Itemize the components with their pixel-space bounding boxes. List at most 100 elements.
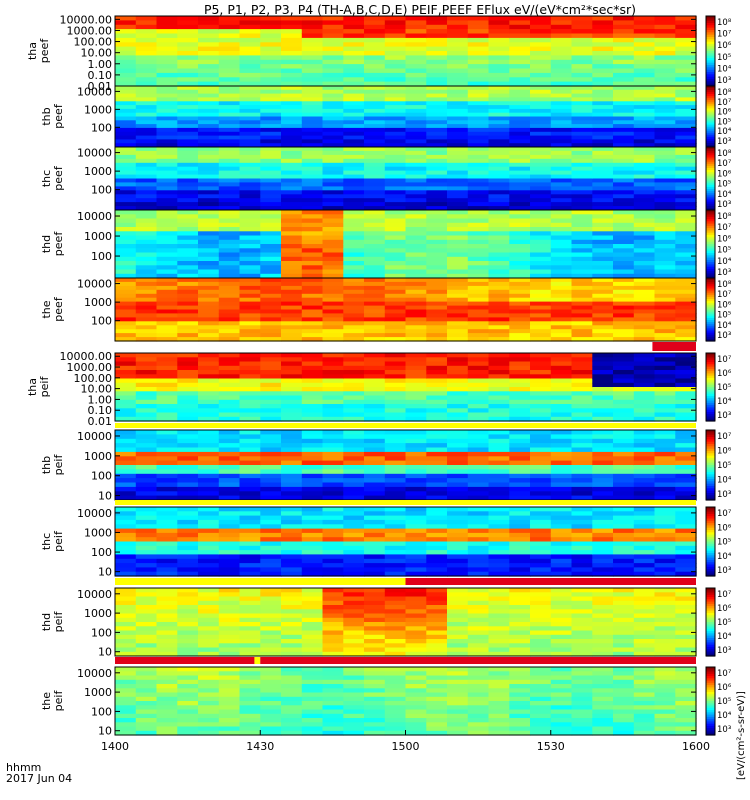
heatmap-cell [592,222,614,228]
heatmap-cell [405,730,427,736]
heatmap-cell [467,395,490,401]
heatmap-cell [218,613,241,619]
heatmap-cell [281,473,303,479]
heatmap-cell [467,218,490,224]
heatmap-cell [675,210,697,215]
heatmap-cell [571,460,593,466]
heatmap-cell [364,469,386,475]
heatmap-cell [592,256,614,262]
heatmap-cell [281,408,303,414]
heatmap-cell [633,709,656,715]
heatmap-cell [613,541,635,547]
heatmap-cell [405,382,427,388]
heatmap-cell [426,325,448,330]
heatmap-cell [675,404,697,409]
heatmap-cell [613,511,635,517]
heatmap-cell [198,289,220,295]
heatmap-cell [426,399,448,405]
colorbar-tick-label: 10⁷ [717,223,732,233]
heatmap-cell [675,222,697,228]
heatmap-cell [343,329,365,334]
heatmap-cell [156,416,178,422]
heatmap-cell [447,596,469,602]
colorbar-swatch [706,559,715,563]
heatmap-cell [654,139,676,144]
heatmap-cell [177,391,199,397]
heatmap-cell [488,116,510,121]
heatmap-cell [530,269,552,275]
heatmap-cell [530,285,552,291]
heatmap-cell [135,116,158,121]
heatmap-cell [198,29,220,35]
heatmap-cell [447,491,469,497]
heatmap-cell [550,186,573,191]
heatmap-cell [239,29,261,35]
heatmap-cell [198,166,220,172]
heatmap-cell [156,72,178,78]
heatmap-cell [592,281,614,287]
heatmap-cell [530,143,552,148]
y-tick-label: 0.10 [88,404,113,417]
heatmap-cell [218,305,241,311]
heatmap-cell [260,77,282,83]
heatmap-cell [198,563,220,568]
heatmap-cell [343,511,365,517]
heatmap-cell [530,554,552,560]
colorbar-tick-label: 10⁶ [717,300,732,310]
heatmap-cell [571,231,593,237]
heatmap-cell [156,120,178,125]
heatmap-cell [156,321,178,326]
heatmap-cell [260,239,282,245]
heatmap-cell [405,293,427,299]
heatmap-cell [156,210,178,215]
heatmap-cell [364,684,386,689]
colorbar-swatch [706,317,715,321]
heatmap-cell [260,370,282,375]
colorbar-swatch [706,603,715,607]
heatmap-cell [384,285,407,291]
heatmap-cell [488,150,510,156]
colorbar-swatch [706,523,715,526]
heatmap-cell [343,124,365,129]
heatmap-cell [301,571,324,577]
heatmap-cell [550,158,573,164]
heatmap-cell [426,491,448,497]
heatmap-cell [343,190,365,195]
heatmap-cell [135,325,158,330]
heatmap-cell [260,198,282,203]
heatmap-cell [633,541,656,547]
heatmap-cell [592,116,614,121]
heatmap-cell [384,600,407,606]
heatmap-cell [218,174,241,180]
heatmap-cell [281,301,303,307]
heatmap-cell [550,24,573,30]
colorbar-swatch [706,474,715,478]
heatmap-cell [198,337,220,342]
heatmap-cell [198,408,220,414]
colorbar-swatch [706,676,715,679]
heatmap-cell [260,59,282,65]
heatmap-cell [177,77,199,83]
colorbar-swatch [706,324,715,327]
heatmap-cell [405,24,427,30]
heatmap-cell [550,206,573,211]
heatmap-cell [509,495,531,501]
heatmap-cell [239,206,261,211]
heatmap-cell [260,592,282,598]
heatmap-cell [343,301,365,307]
heatmap-cell [509,68,531,74]
heatmap-cell [135,622,158,627]
heatmap-cell [135,309,158,314]
heatmap-cell [405,387,427,392]
heatmap-cell [675,231,697,237]
heatmap-cell [654,108,676,114]
heatmap-cell [384,563,407,568]
heatmap-cell [550,97,573,102]
heatmap-cell [301,158,324,164]
colorbar-swatch [706,368,715,372]
y-tick-label: 100 [91,184,112,197]
heatmap-cell [571,588,593,593]
heatmap-cell [301,269,324,275]
heatmap-cell [218,592,241,598]
